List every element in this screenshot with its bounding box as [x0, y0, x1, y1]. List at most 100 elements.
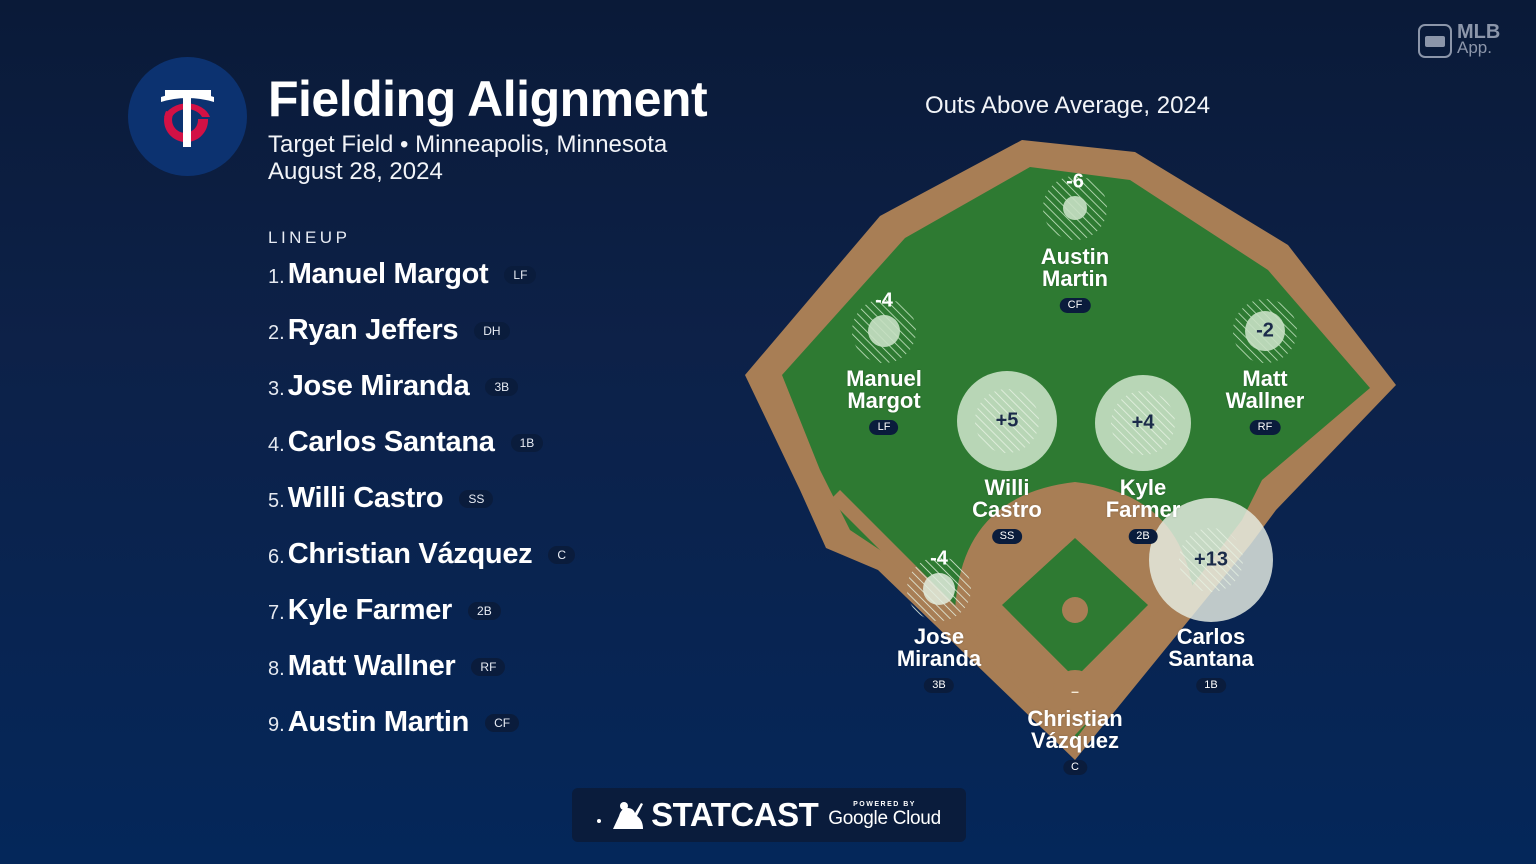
player-name: Carlos Santana — [287, 426, 495, 458]
player-name: Jose Miranda — [287, 370, 470, 402]
position-badge: 3B — [924, 678, 954, 693]
first-name: Kyle — [1119, 475, 1167, 500]
outfield-grass — [782, 167, 1370, 740]
oaa-circle-rf — [1233, 299, 1297, 363]
lineup-item: 2. Ryan Jeffers DH — [268, 314, 510, 354]
position-badge: RF — [471, 658, 506, 676]
statcast-banner: STATCAST POWERED BY Google Cloud — [572, 788, 966, 842]
last-name: Vázquez — [1030, 728, 1120, 753]
last-name: Farmer — [1105, 497, 1181, 522]
last-name: Martin — [1041, 266, 1108, 291]
oaa-value-3b: -4 — [930, 547, 948, 570]
batting-order: 4. — [268, 434, 285, 456]
venue-line: Target Field • Minneapolis, Minnesota — [268, 131, 668, 158]
position-badge: C — [1063, 760, 1087, 775]
batting-order: 1. — [268, 266, 285, 288]
field-player-lf: Manuel Margot LF — [846, 368, 922, 435]
position-badge: 1B — [1196, 678, 1226, 693]
last-name: Santana — [1168, 646, 1254, 671]
field-player-rf: Matt Wallner RF — [1225, 366, 1305, 435]
oaa-value-1b: +13 — [1194, 548, 1228, 571]
google-cloud-text: Google Cloud — [828, 807, 941, 829]
team-logo — [128, 57, 247, 176]
first-name: Christian — [1027, 706, 1123, 731]
field-player-2b: Kyle Farmer 2B — [1105, 475, 1181, 544]
player-name: Willi Castro — [287, 482, 444, 514]
home-plate-circle — [1053, 670, 1097, 714]
page-title: Fielding Alignment — [268, 71, 708, 127]
oaa-circle-3b — [907, 557, 971, 621]
lineup-item: 4. Carlos Santana 1B — [268, 426, 544, 466]
position-badge: LF — [504, 266, 537, 284]
lineup-item: 6. Christian Vázquez C — [268, 538, 576, 578]
mlb-app-text: MLB — [1457, 21, 1501, 43]
field-player-cf: Austin Martin CF — [1041, 246, 1109, 313]
player-name: Austin Martin — [287, 706, 470, 738]
player-name: Matt Wallner — [287, 650, 456, 682]
oaa-value-ss: +5 — [995, 409, 1019, 432]
oaa-value-rf: -2 — [1256, 319, 1274, 342]
lineup-item: 3. Jose Miranda 3B — [268, 370, 519, 410]
oaa-circle-lf — [852, 299, 916, 363]
mlb-logo-icon — [1418, 24, 1452, 58]
field-player-1b: Carlos Santana 1B — [1168, 626, 1254, 693]
batting-order: 2. — [268, 322, 285, 344]
game-info: Target Field • Minneapolis, Minnesota Au… — [268, 131, 667, 185]
field-player-3b: Jose Miranda 3B — [897, 626, 981, 693]
batting-order: 9. — [268, 714, 285, 736]
batting-order: 5. — [268, 490, 285, 512]
position-badge: 2B — [1128, 529, 1158, 544]
oaa-value-2b: +4 — [1131, 411, 1155, 434]
field-player-ss: Willi Castro SS — [972, 477, 1042, 544]
player-name: Ryan Jeffers — [287, 314, 459, 346]
oaa-value-lf: -4 — [875, 289, 893, 312]
lineup-item: 5. Willi Castro SS — [268, 482, 494, 522]
batting-order: 3. — [268, 378, 285, 400]
lineup-item: 1. Manuel Margot LF — [268, 258, 537, 298]
oaa-circle-cf — [1043, 176, 1107, 240]
lineup-item: 9. Austin Martin CF — [268, 706, 520, 746]
pitchers-mound — [1062, 597, 1088, 623]
mlb-app-logo: MLB App. — [1418, 21, 1501, 58]
oaa-value-c: – — [1071, 683, 1079, 699]
mlb-app-subtext: App. — [1457, 38, 1492, 57]
first-name: Jose — [913, 624, 965, 649]
game-date: August 28, 2024 — [268, 158, 443, 185]
oaa-circle-ss — [957, 371, 1057, 471]
lineup-label: LINEUP — [268, 228, 351, 247]
position-badge: C — [548, 546, 576, 564]
oaa-circle-1b — [1149, 498, 1273, 622]
batting-order: 7. — [268, 602, 285, 624]
statcast-wordmark: STATCAST — [651, 796, 819, 833]
first-name: Carlos — [1176, 624, 1246, 649]
dot-icon — [597, 819, 602, 823]
player-name: Manuel Margot — [287, 258, 489, 290]
last-name: Miranda — [896, 646, 982, 671]
position-badge: 1B — [510, 434, 544, 452]
position-badge: RF — [1249, 420, 1281, 435]
player-name: Kyle Farmer — [287, 594, 453, 626]
first-name: Austin — [1040, 244, 1110, 269]
position-badge: CF — [1059, 298, 1091, 313]
position-badge: 2B — [468, 602, 501, 620]
powered-by-text: POWERED BY — [853, 800, 916, 808]
last-name: Margot — [847, 388, 921, 413]
player-name: Christian Vázquez — [287, 538, 533, 570]
position-badge: CF — [485, 714, 520, 732]
position-badge: SS — [459, 490, 494, 508]
first-name: Matt — [1242, 366, 1288, 391]
last-name: Castro — [972, 497, 1042, 522]
lineup-item: 7. Kyle Farmer 2B — [268, 594, 501, 634]
powered-by: POWERED BY Google Cloud — [828, 801, 941, 830]
position-badge: SS — [991, 529, 1023, 544]
twins-tc-logo-icon — [161, 90, 214, 147]
position-badge: DH — [474, 322, 510, 340]
position-badge: 3B — [485, 378, 519, 396]
oaa-value-cf: -6 — [1066, 170, 1084, 193]
batting-order: 8. — [268, 658, 285, 680]
first-name: Willi — [984, 475, 1030, 500]
first-name: Manuel — [846, 366, 922, 391]
last-name: Wallner — [1225, 388, 1305, 413]
oaa-chart-title: Outs Above Average, 2024 — [925, 92, 1211, 119]
